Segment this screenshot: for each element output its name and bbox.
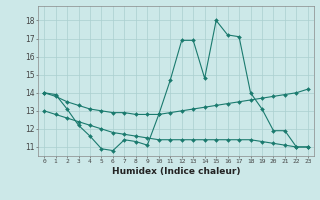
X-axis label: Humidex (Indice chaleur): Humidex (Indice chaleur) [112, 167, 240, 176]
